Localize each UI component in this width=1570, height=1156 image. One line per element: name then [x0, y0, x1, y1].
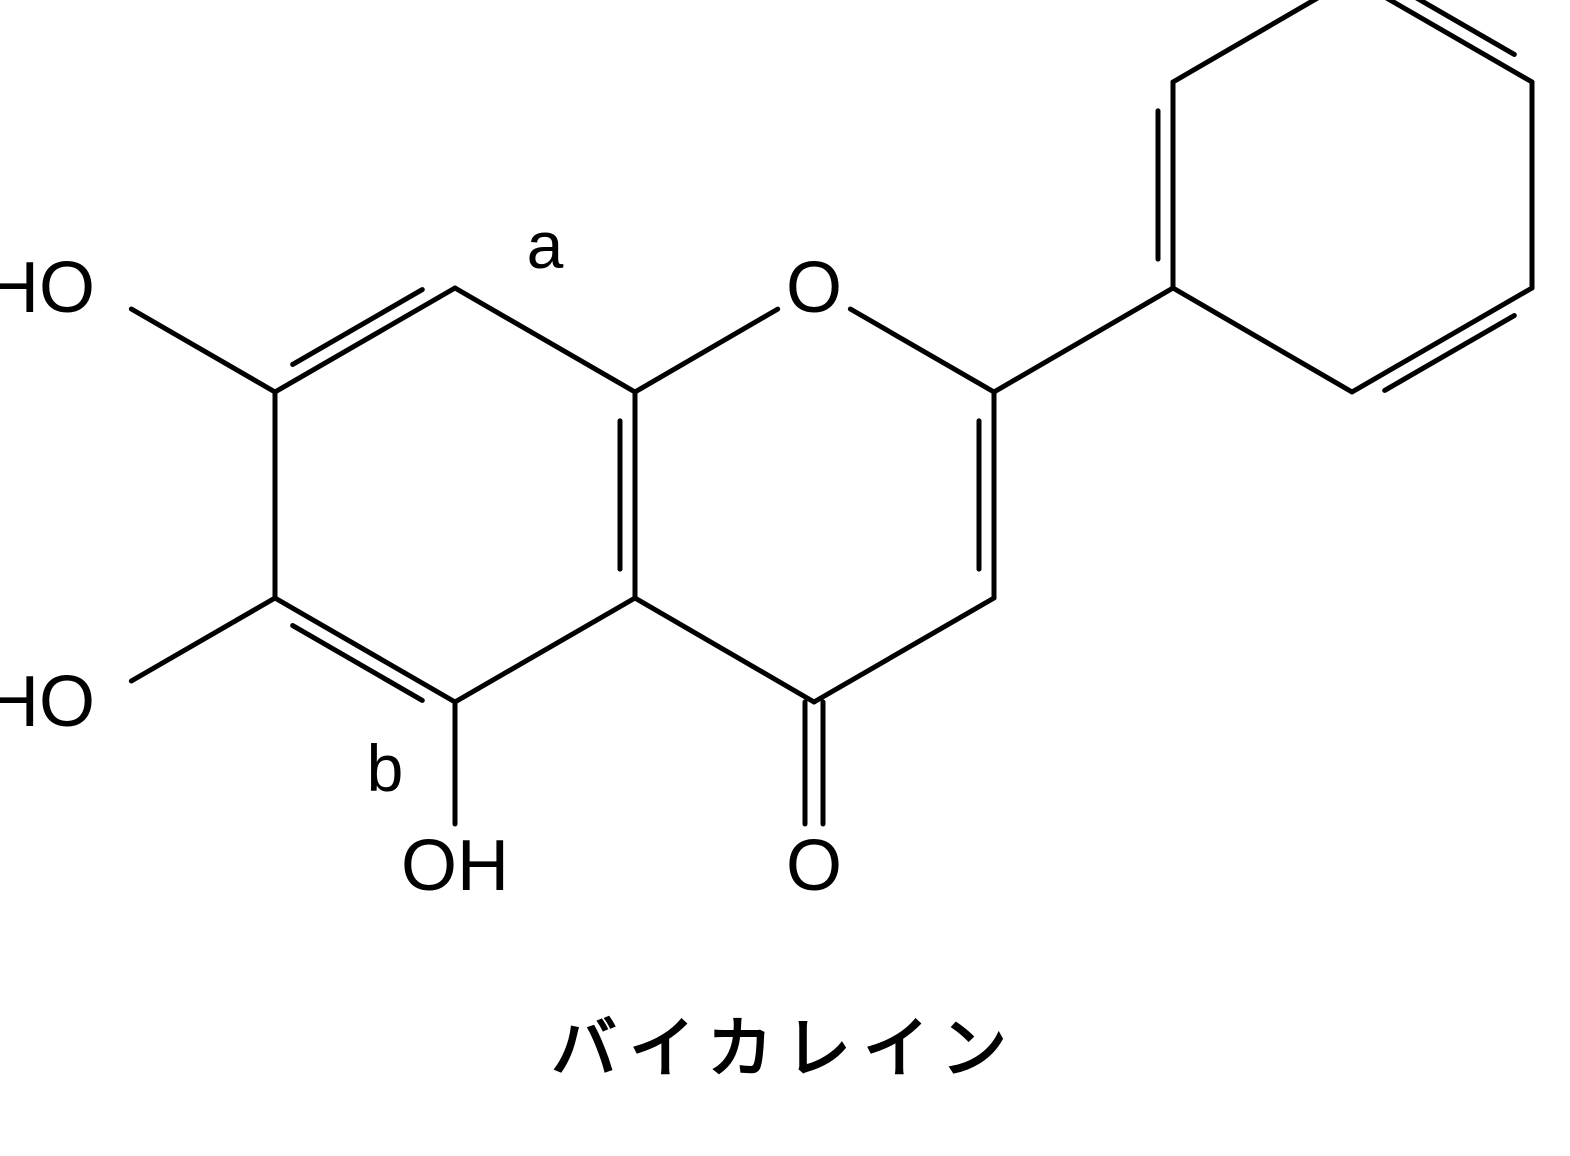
svg-text:O: O: [786, 826, 842, 906]
svg-text:O: O: [786, 248, 842, 328]
svg-text:b: b: [367, 731, 404, 805]
compound-name: バイカレイン: [551, 995, 1019, 1091]
svg-text:a: a: [527, 208, 564, 282]
svg-text:HO: HO: [0, 248, 95, 328]
svg-text:OH: OH: [401, 826, 509, 906]
molecule-diagram: O O HO HO OH a b: [0, 0, 1570, 1156]
svg-text:HO: HO: [0, 662, 95, 742]
